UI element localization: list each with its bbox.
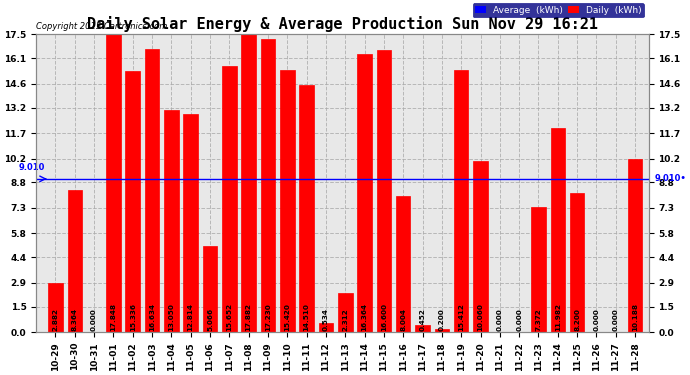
Bar — [319, 323, 333, 332]
Text: 10.060: 10.060 — [477, 303, 484, 332]
Text: 17.230: 17.230 — [265, 304, 271, 332]
Bar — [396, 196, 411, 332]
Bar — [454, 70, 469, 332]
Bar — [551, 128, 565, 332]
Text: 8.364: 8.364 — [72, 308, 78, 332]
Text: 9.010: 9.010 — [19, 163, 46, 172]
Text: 14.510: 14.510 — [304, 303, 310, 332]
Bar — [299, 85, 314, 332]
Bar — [570, 193, 584, 332]
Bar — [435, 329, 449, 332]
Text: 15.336: 15.336 — [130, 303, 136, 332]
Text: 16.634: 16.634 — [149, 303, 155, 332]
Text: 0.000: 0.000 — [497, 309, 503, 332]
Text: 13.050: 13.050 — [168, 303, 175, 332]
Text: 5.066: 5.066 — [207, 308, 213, 332]
Bar — [184, 114, 198, 332]
Text: 10.188: 10.188 — [632, 303, 638, 332]
Bar — [222, 66, 237, 332]
Text: 11.982: 11.982 — [555, 303, 561, 332]
Text: 2.882: 2.882 — [52, 308, 59, 332]
Text: 16.600: 16.600 — [381, 303, 387, 332]
Text: 0.000: 0.000 — [613, 309, 619, 332]
Bar — [145, 49, 159, 332]
Text: 16.364: 16.364 — [362, 303, 368, 332]
Text: 0.000: 0.000 — [516, 309, 522, 332]
Text: 0.452: 0.452 — [420, 309, 426, 332]
Text: 2.312: 2.312 — [342, 309, 348, 332]
Bar — [48, 283, 63, 332]
Bar — [377, 50, 391, 332]
Text: 15.420: 15.420 — [284, 303, 290, 332]
Bar — [628, 159, 642, 332]
Text: 15.412: 15.412 — [458, 303, 464, 332]
Text: 8.004: 8.004 — [400, 309, 406, 332]
Bar — [68, 190, 82, 332]
Bar — [126, 71, 140, 332]
Bar — [241, 28, 256, 332]
Text: 17.848: 17.848 — [110, 303, 117, 332]
Bar — [415, 324, 430, 332]
Bar — [473, 161, 488, 332]
Bar — [261, 39, 275, 332]
Bar — [164, 110, 179, 332]
Text: 7.372: 7.372 — [535, 309, 542, 332]
Text: 0.000: 0.000 — [593, 309, 600, 332]
Text: 17.882: 17.882 — [246, 303, 252, 332]
Bar — [531, 207, 546, 332]
Text: 12.814: 12.814 — [188, 303, 194, 332]
Bar — [203, 246, 217, 332]
Bar — [338, 293, 353, 332]
Bar — [106, 28, 121, 332]
Bar — [357, 54, 372, 332]
Text: 8.200: 8.200 — [574, 309, 580, 332]
Text: 9.010•: 9.010• — [655, 174, 687, 183]
Title: Daily Solar Energy & Average Production Sun Nov 29 16:21: Daily Solar Energy & Average Production … — [87, 16, 598, 32]
Text: 0.000: 0.000 — [91, 309, 97, 332]
Bar — [280, 70, 295, 332]
Text: 15.652: 15.652 — [226, 303, 233, 332]
Text: 0.200: 0.200 — [439, 309, 445, 332]
Text: Copyright 2015 Cartronics.com: Copyright 2015 Cartronics.com — [36, 22, 168, 32]
Legend: Average  (kWh), Daily  (kWh): Average (kWh), Daily (kWh) — [473, 3, 644, 18]
Text: 0.534: 0.534 — [323, 309, 329, 332]
